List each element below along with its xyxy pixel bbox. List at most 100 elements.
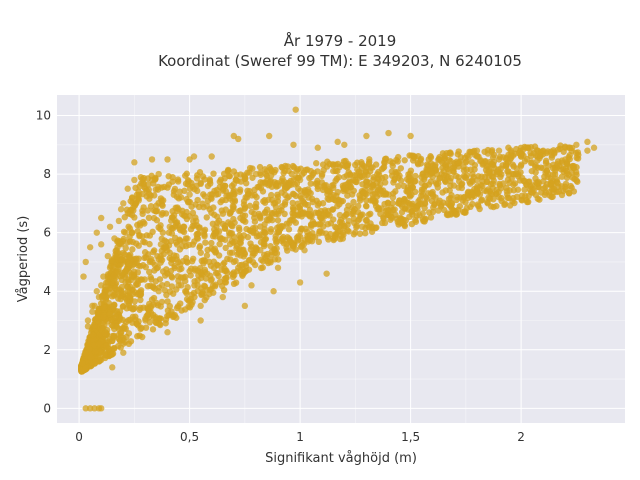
cloud-point xyxy=(109,351,116,358)
cloud-point xyxy=(127,338,135,345)
cloud-point xyxy=(343,210,350,218)
cloud-point xyxy=(91,341,98,349)
cloud-point xyxy=(197,249,204,256)
cloud-point xyxy=(429,208,437,216)
cloud-point xyxy=(315,238,323,246)
cloud-point xyxy=(216,234,224,241)
cloud-point xyxy=(144,282,152,290)
cloud-point xyxy=(527,159,535,167)
cloud-point xyxy=(95,313,103,320)
cloud-point xyxy=(145,251,152,258)
cloud-point xyxy=(246,202,254,209)
data-point xyxy=(190,153,198,160)
cloud-point xyxy=(458,184,466,192)
data-point xyxy=(131,159,138,166)
cloud-point xyxy=(445,156,453,163)
cloud-point xyxy=(114,343,122,350)
cloud-point xyxy=(435,180,442,187)
cloud-point xyxy=(157,303,164,310)
cloud-point xyxy=(372,202,380,210)
cloud-point xyxy=(124,283,132,291)
cloud-point xyxy=(351,229,359,236)
data-point xyxy=(98,405,105,412)
cloud-point xyxy=(427,153,434,160)
cloud-point xyxy=(137,296,144,304)
cloud-point xyxy=(498,185,505,192)
cloud-point xyxy=(214,213,221,220)
cloud-point xyxy=(447,149,454,156)
cloud-point xyxy=(193,187,201,195)
cloud-point xyxy=(261,251,268,258)
cloud-point xyxy=(89,331,97,339)
cloud-point xyxy=(134,333,141,340)
cloud-point xyxy=(108,321,115,329)
data-point xyxy=(80,273,87,280)
cloud-point xyxy=(169,225,177,232)
cloud-point xyxy=(189,209,197,217)
data-point xyxy=(82,258,89,266)
cloud-point xyxy=(260,198,267,205)
cloud-point xyxy=(315,230,323,237)
cloud-point xyxy=(415,198,422,205)
cloud-point xyxy=(300,169,308,176)
data-point xyxy=(91,405,98,412)
data-point xyxy=(164,156,171,163)
cloud-point xyxy=(297,233,304,240)
cloud-point xyxy=(216,240,223,248)
cloud-point xyxy=(223,274,230,282)
cloud-point xyxy=(455,159,463,166)
cloud-point xyxy=(412,177,419,185)
x-tick-label: 0 xyxy=(75,430,83,444)
cloud-point xyxy=(391,176,398,184)
cloud-point xyxy=(340,224,348,231)
cloud-point xyxy=(381,219,389,227)
cloud-point xyxy=(117,329,125,336)
data-point xyxy=(117,206,125,213)
cloud-point xyxy=(231,196,238,204)
cloud-point xyxy=(504,168,511,175)
cloud-point xyxy=(463,152,471,159)
cloud-point xyxy=(161,287,169,294)
cloud-point xyxy=(295,174,303,181)
cloud-point xyxy=(97,348,104,356)
cloud-point xyxy=(210,289,217,296)
cloud-point xyxy=(168,274,176,281)
cloud-point xyxy=(157,315,164,322)
cloud-point xyxy=(188,179,195,187)
cloud-point xyxy=(290,212,297,219)
cloud-point xyxy=(419,191,427,198)
cloud-point xyxy=(135,277,143,284)
cloud-point xyxy=(361,186,369,194)
cloud-point xyxy=(196,224,203,231)
cloud-point xyxy=(203,252,211,259)
cloud-point xyxy=(289,162,297,170)
cloud-point xyxy=(298,225,305,232)
cloud-point xyxy=(459,197,466,204)
data-point xyxy=(495,147,503,154)
cloud-point xyxy=(382,208,390,215)
cloud-point xyxy=(358,160,366,168)
cloud-point xyxy=(558,173,566,180)
cloud-point xyxy=(112,313,119,321)
cloud-point xyxy=(233,171,240,179)
cloud-point xyxy=(200,290,207,298)
cloud-point xyxy=(306,174,313,182)
cloud-point xyxy=(288,170,295,178)
cloud-point xyxy=(186,198,194,206)
cloud-point xyxy=(317,215,325,222)
cloud-point xyxy=(199,200,206,207)
cloud-point xyxy=(363,181,371,189)
cloud-point xyxy=(205,258,213,266)
cloud-point xyxy=(158,247,165,255)
cloud-point xyxy=(151,176,159,183)
cloud-point xyxy=(325,207,332,215)
cloud-point xyxy=(547,148,555,155)
cloud-point xyxy=(431,201,438,209)
cloud-point xyxy=(375,184,382,191)
data-point xyxy=(91,302,98,310)
cloud-point xyxy=(362,202,370,210)
cloud-point xyxy=(226,195,233,202)
cloud-point xyxy=(566,144,574,151)
cloud-point xyxy=(175,178,182,185)
